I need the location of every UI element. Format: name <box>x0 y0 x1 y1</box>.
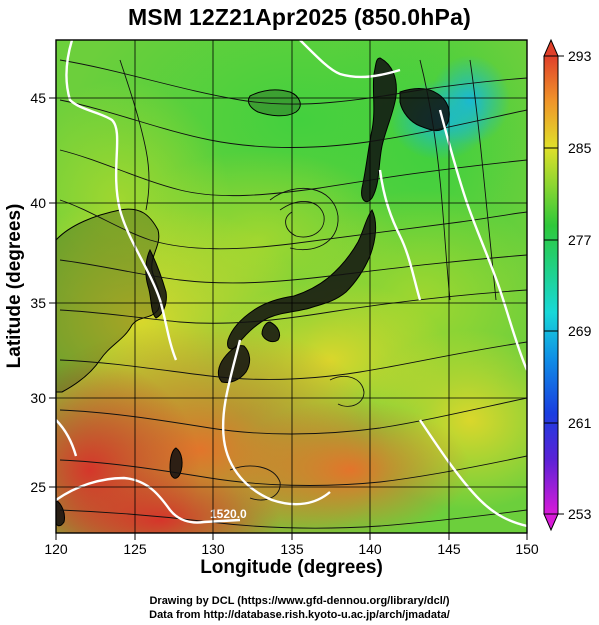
y-axis-label: Latitude (degrees) <box>4 203 25 369</box>
y-tick-label: 45 <box>30 90 46 106</box>
x-tick-label: 140 <box>358 541 382 557</box>
colorbar-top-arrow <box>543 38 559 57</box>
map-title: MSM 12Z21Apr2025 (850.0hPa) <box>128 4 471 30</box>
credits-data-source: Data from http://database.rish.kyoto-u.a… <box>149 609 450 621</box>
x-axis-label: Longitude (degrees) <box>200 557 383 578</box>
y-tick-label: 25 <box>30 479 46 495</box>
x-tick-label: 120 <box>44 541 68 557</box>
credits: Drawing by DCL (https://www.gfd-dennou.o… <box>0 594 599 622</box>
colorbar-tick-label: 253 <box>568 506 592 522</box>
y-tick-label: 30 <box>30 390 46 406</box>
credits-drawing: Drawing by DCL (https://www.gfd-dennou.o… <box>149 595 450 607</box>
x-tick-label: 135 <box>280 541 304 557</box>
contour-label: 1520.0 <box>210 507 247 521</box>
height-contours <box>56 40 527 528</box>
y-tick-label: 35 <box>30 295 46 311</box>
wind-streamlines <box>59 59 527 529</box>
colorbar-tick-label: 285 <box>568 140 592 156</box>
x-tick-label: 125 <box>123 541 147 557</box>
colorbar-gradient <box>543 55 559 515</box>
y-axis: 25 30 35 40 45 <box>30 90 56 495</box>
graticule <box>56 40 527 533</box>
colorbar-tick-label: 293 <box>568 48 592 64</box>
colorbar-bottom-arrow <box>543 513 559 532</box>
x-tick-label: 145 <box>437 541 461 557</box>
colorbar: 293 285 277 269 261 253 <box>543 38 592 532</box>
x-tick-label: 130 <box>201 541 225 557</box>
colorbar-tick-label: 277 <box>568 232 592 248</box>
y-tick-label: 40 <box>30 195 46 211</box>
colorbar-tick-label: 261 <box>568 415 592 431</box>
x-axis: 120 125 130 135 140 145 150 <box>44 533 539 557</box>
x-tick-label: 150 <box>515 541 539 557</box>
colorbar-tick-label: 269 <box>568 323 592 339</box>
